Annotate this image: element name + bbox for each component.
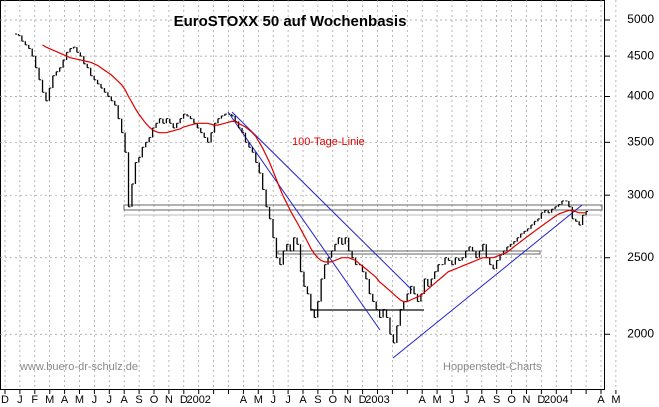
source-right: Hoppenstedt-Charts xyxy=(443,361,542,373)
chart-title: EuroSTOXX 50 auf Wochenbasis xyxy=(174,13,407,30)
x-tick-label: 2004 xyxy=(544,394,568,406)
x-tick-label: J xyxy=(92,394,98,406)
y-tick-label: 3500 xyxy=(627,134,654,148)
x-tick-label: 2002 xyxy=(186,394,210,406)
x-tick-label: N xyxy=(523,394,531,406)
x-tick-label: N xyxy=(344,394,352,406)
x-tick-label: A xyxy=(419,394,427,406)
x-tick-label: D xyxy=(537,394,545,406)
support-lines xyxy=(123,204,603,311)
ma-annotation: 100-Tage-Linie xyxy=(292,136,365,148)
x-tick-label: M xyxy=(254,394,263,406)
y-tick-label: 3000 xyxy=(627,187,654,201)
trend-line xyxy=(392,204,583,359)
x-tick-label: A xyxy=(240,394,248,406)
x-tick-label: O xyxy=(150,394,159,406)
marks xyxy=(15,33,589,344)
x-tick-label: J xyxy=(464,394,470,406)
support-band xyxy=(123,204,603,211)
y-tick-label: 2500 xyxy=(627,250,654,264)
x-tick-label: S xyxy=(135,394,142,406)
x-tick-label: O xyxy=(329,394,338,406)
ma-line xyxy=(42,44,586,303)
x-tick-label: J xyxy=(270,394,276,406)
x-tick-label: M xyxy=(45,394,54,406)
x-tick-label: A xyxy=(121,394,129,406)
x-tick-label: 2003 xyxy=(365,394,389,406)
y-tick-label: 4000 xyxy=(627,89,654,103)
x-tick-label: A xyxy=(597,394,605,406)
x-tick-label: F xyxy=(31,394,38,406)
x-tick-label: J xyxy=(449,394,455,406)
trend-lines xyxy=(227,111,583,359)
x-tick-label: A xyxy=(478,394,486,406)
x-tick-label: A xyxy=(61,394,69,406)
x-tick-label: O xyxy=(507,394,516,406)
x-tick-label: D xyxy=(1,394,9,406)
x-tick-label: A xyxy=(299,394,307,406)
x-tick-label: M xyxy=(611,394,620,406)
x-tick-label: J xyxy=(17,394,23,406)
y-tick-label: 2000 xyxy=(627,326,654,340)
x-tick-label: M xyxy=(75,394,84,406)
trend-line xyxy=(231,111,413,291)
y-tick-label: 5000 xyxy=(627,12,654,26)
x-tick-label: S xyxy=(314,394,321,406)
x-tick-label: S xyxy=(493,394,500,406)
y-tick-label: 4500 xyxy=(627,48,654,62)
x-tick-label: M xyxy=(433,394,442,406)
x-tick-label: N xyxy=(165,394,173,406)
support-band xyxy=(277,250,541,255)
trend-line xyxy=(227,111,381,331)
source-left: www.buero-dr-schulz.de xyxy=(19,361,138,373)
x-tick-label: J xyxy=(285,394,291,406)
grid xyxy=(0,0,617,390)
x-tick-label: D xyxy=(180,394,188,406)
x-tick-label: J xyxy=(107,394,113,406)
x-tick-label: D xyxy=(359,394,367,406)
